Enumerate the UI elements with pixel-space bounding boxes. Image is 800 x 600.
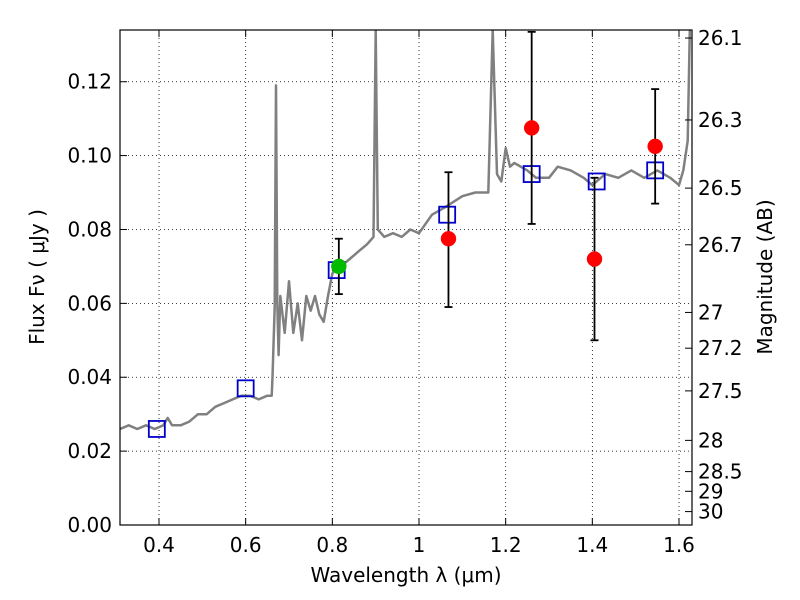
y-tick-label: 0.12: [67, 70, 112, 94]
x-axis-label: Wavelength λ (μm): [310, 563, 501, 587]
model-photometry-square: [587, 172, 606, 191]
y-tick-label: 0.02: [67, 439, 112, 463]
plot-area: [120, 30, 692, 525]
magnitude-tick-label: 28: [698, 428, 723, 452]
magnitude-tick-label: 27.5: [698, 379, 743, 403]
x-tick-label: 1: [413, 533, 426, 557]
magnitude-tick-label: 30: [698, 500, 723, 524]
model-photometry-square: [147, 420, 166, 438]
y-tick-label: 0.00: [67, 513, 112, 537]
x-tick-label: 1.6: [663, 533, 695, 557]
y-tick-label: 0.08: [67, 217, 112, 241]
y-tick-label: 0.06: [67, 291, 112, 315]
observed-flux-point: [440, 230, 457, 247]
magnitude-tick-label: 26.3: [698, 108, 743, 132]
observed-flux-point: [331, 258, 347, 275]
x-tick-label: 0.8: [316, 533, 348, 557]
y-tick-label: 0.04: [67, 365, 112, 389]
model-photometry-square: [438, 205, 457, 224]
observed-flux-point: [647, 138, 663, 155]
x-tick-label: 0.6: [230, 533, 262, 557]
plot-frame: [119, 29, 693, 526]
magnitude-tick-label: 27.2: [698, 336, 743, 360]
magnitude-tick-label: 26.1: [698, 26, 743, 50]
magnitude-tick-label: 26.5: [698, 176, 743, 200]
observed-flux-point: [586, 251, 603, 267]
grid: [120, 30, 692, 525]
x-tick-label: 0.4: [143, 533, 175, 557]
y-axis-label: Flux Fν ( μJy ): [25, 209, 49, 345]
y-axis: 0.00 0.02 0.04 0.06 0.08 0.10 0.12: [67, 70, 127, 537]
y-tick-label: 0.10: [67, 144, 112, 168]
magnitude-axis-label: Magnitude (AB): [753, 199, 777, 354]
x-tick-label: 1.4: [576, 533, 608, 557]
markers-layer: [147, 30, 665, 438]
magnitude-tick-label: 28.5: [698, 460, 743, 484]
magnitude-tick-label: 27: [698, 300, 723, 324]
x-tick-label: 1.2: [490, 533, 522, 557]
x-axis: 0.4 0.6 0.8 1 1.2 1.4 1.6: [143, 30, 695, 557]
observed-flux-point: [523, 120, 540, 136]
magnitude-tick-label: 26.7: [698, 233, 743, 257]
model-photometry-square: [236, 379, 255, 398]
magnitude-tick-label: 29: [698, 479, 723, 503]
